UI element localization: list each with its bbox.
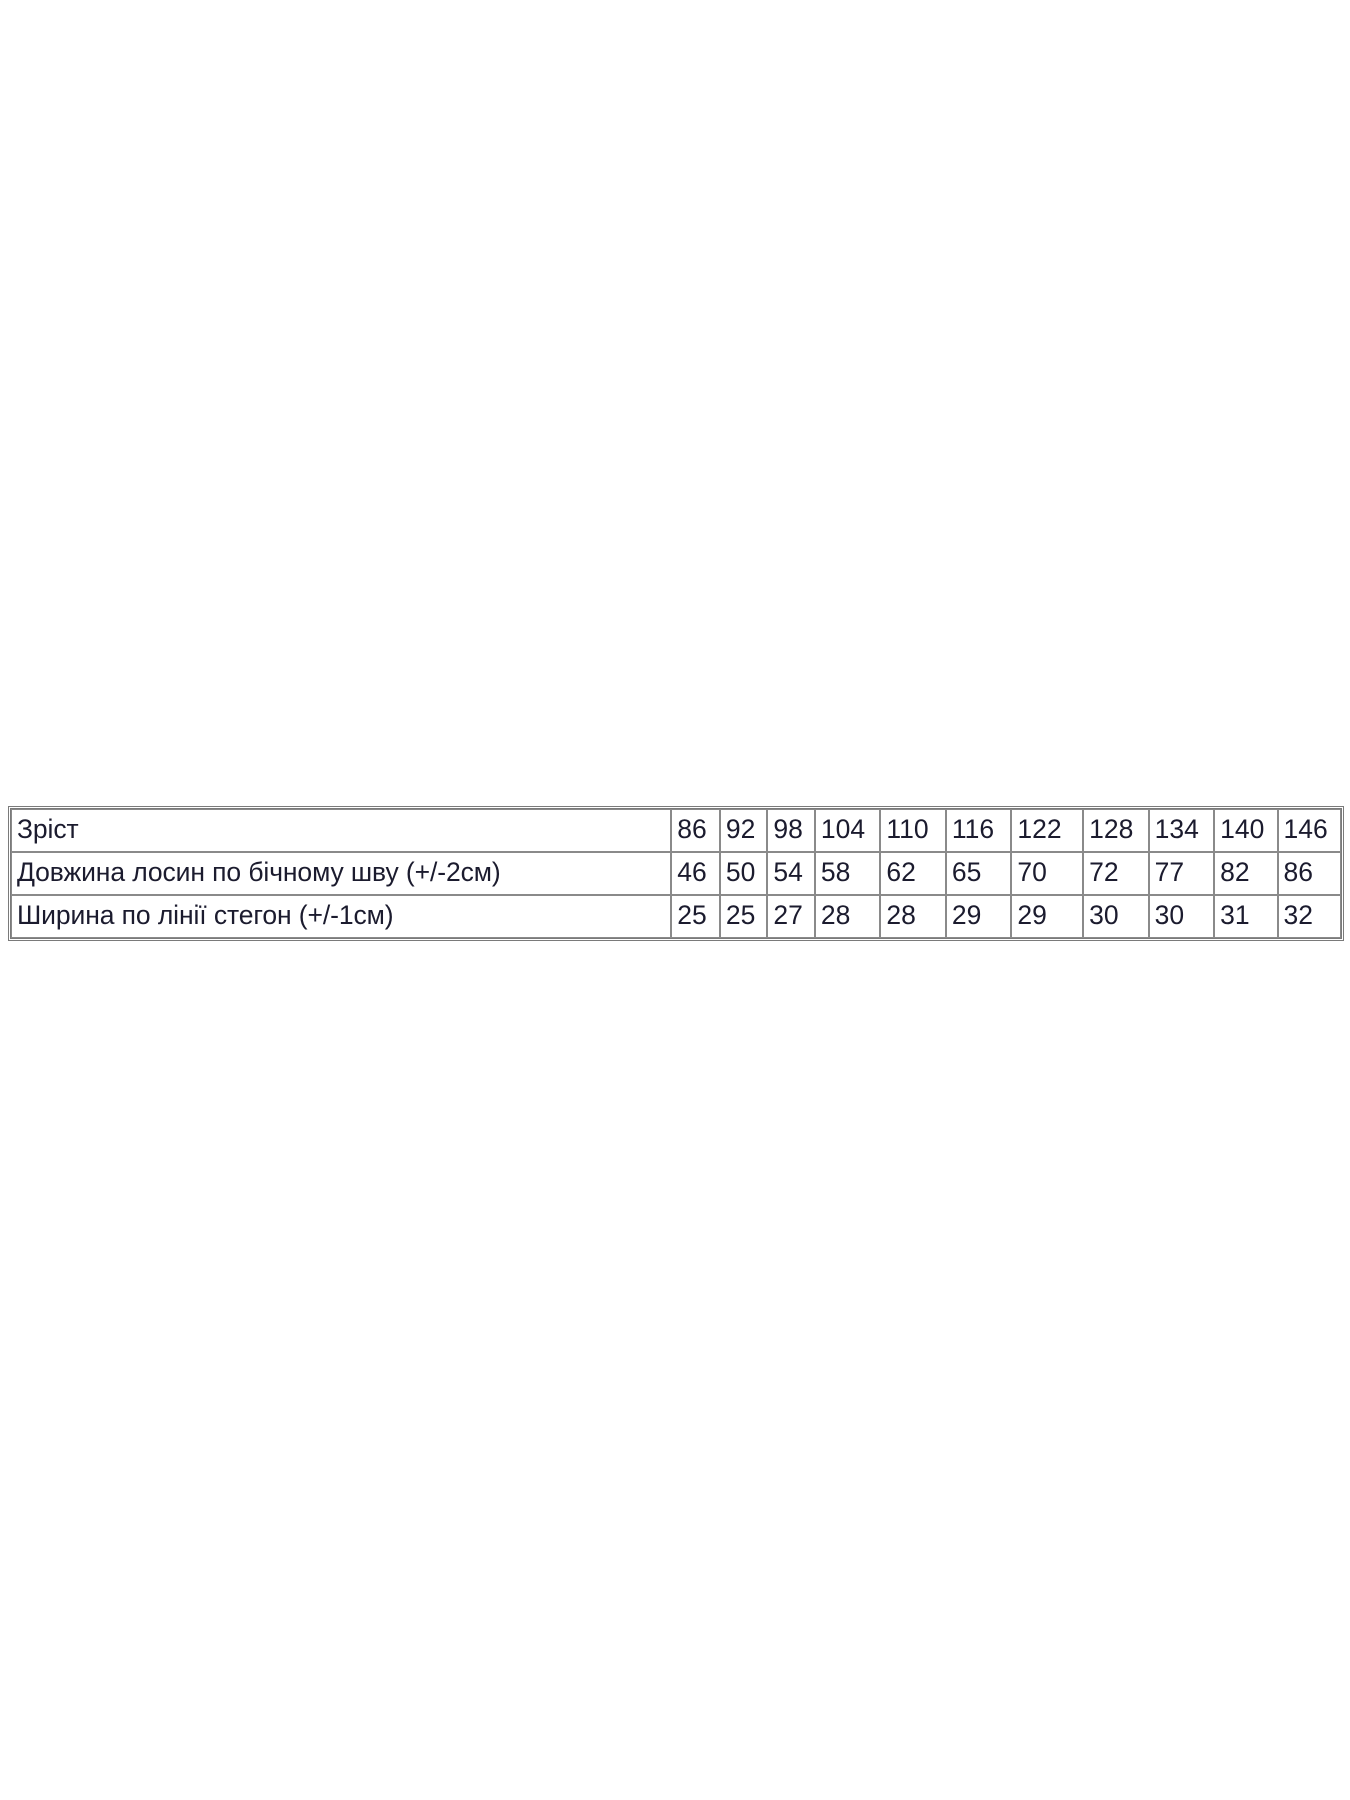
table-cell: 28 xyxy=(880,895,946,938)
size-chart-table: Зріст 86 92 98 104 110 116 122 128 134 1… xyxy=(8,806,1344,941)
table-cell: 54 xyxy=(767,852,815,895)
size-chart-container: Зріст 86 92 98 104 110 116 122 128 134 1… xyxy=(8,806,1344,941)
table-cell: 32 xyxy=(1277,895,1341,938)
table-cell: 98 xyxy=(767,809,815,852)
table-cell: 46 xyxy=(671,852,720,895)
table-cell: 146 xyxy=(1277,809,1341,852)
table-cell: 29 xyxy=(945,895,1012,938)
table-cell: 104 xyxy=(814,809,881,852)
table-row: Зріст 86 92 98 104 110 116 122 128 134 1… xyxy=(11,809,1341,852)
table-cell: 110 xyxy=(880,809,946,852)
row-label-hip-width: Ширина по лінії стегон (+/-1см) xyxy=(11,895,672,938)
table-row: Ширина по лінії стегон (+/-1см) 25 25 27… xyxy=(11,895,1341,938)
table-cell: 77 xyxy=(1148,852,1215,895)
table-cell: 50 xyxy=(719,852,768,895)
table-cell: 25 xyxy=(671,895,720,938)
table-cell: 140 xyxy=(1214,809,1278,852)
table-cell: 86 xyxy=(1277,852,1341,895)
table-cell: 86 xyxy=(671,809,720,852)
table-cell: 65 xyxy=(945,852,1012,895)
table-cell: 28 xyxy=(814,895,881,938)
table-cell: 58 xyxy=(814,852,881,895)
table-cell: 31 xyxy=(1214,895,1278,938)
table-cell: 25 xyxy=(719,895,768,938)
table-cell: 62 xyxy=(880,852,946,895)
table-cell: 128 xyxy=(1083,809,1149,852)
table-cell: 29 xyxy=(1011,895,1084,938)
table-cell: 30 xyxy=(1083,895,1149,938)
table-cell: 82 xyxy=(1214,852,1278,895)
table-cell: 116 xyxy=(945,809,1012,852)
table-cell: 92 xyxy=(719,809,768,852)
row-label-inseam-length: Довжина лосин по бічному шву (+/-2см) xyxy=(11,852,672,895)
table-cell: 30 xyxy=(1148,895,1215,938)
table-cell: 134 xyxy=(1148,809,1215,852)
table-cell: 70 xyxy=(1011,852,1084,895)
table-row: Довжина лосин по бічному шву (+/-2см) 46… xyxy=(11,852,1341,895)
table-cell: 122 xyxy=(1011,809,1084,852)
row-label-height: Зріст xyxy=(11,809,672,852)
table-cell: 27 xyxy=(767,895,815,938)
table-cell: 72 xyxy=(1083,852,1149,895)
